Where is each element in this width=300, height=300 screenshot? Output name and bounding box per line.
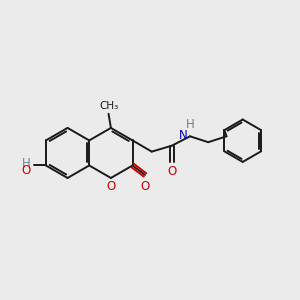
Text: O: O: [21, 164, 31, 177]
Text: O: O: [140, 180, 150, 193]
Text: O: O: [167, 166, 176, 178]
Text: O: O: [106, 180, 116, 193]
Text: H: H: [22, 158, 31, 170]
Text: N: N: [179, 129, 188, 142]
Text: H: H: [186, 118, 194, 131]
Text: CH₃: CH₃: [99, 101, 118, 111]
